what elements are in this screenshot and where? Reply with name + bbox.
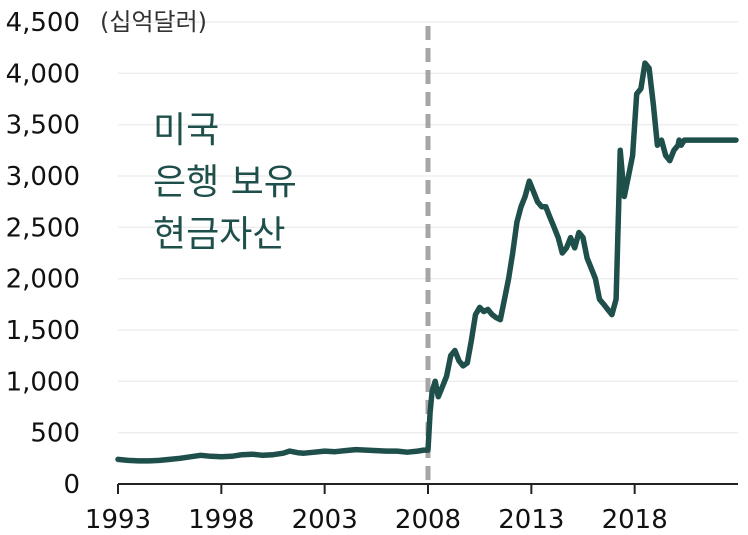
y-tick-label: 1,000 [6,367,80,397]
y-tick-label: 4,000 [6,59,80,89]
annotation-line: 은행 보유 [153,162,297,203]
y-tick-label: 4,500 [6,8,80,38]
y-tick-label: 1,500 [6,316,80,346]
x-tick-label: 2018 [602,505,668,535]
annotation-line: 미국 [153,110,219,151]
y-tick-label: 3,500 [6,111,80,141]
x-axis-ticks: 1993 1998 2003 2008 2013 2018 [85,484,668,535]
x-tick-label: 2008 [395,505,461,535]
x-tick-label: 1993 [85,505,151,535]
x-tick-label: 1998 [188,505,254,535]
x-tick-label: 2013 [498,505,564,535]
x-tick-label: 2003 [292,505,358,535]
y-tick-label: 0 [63,470,80,500]
annotation-line: 현금자산 [153,214,285,255]
y-tick-label: 500 [30,419,80,449]
unit-label: (십억달러) [100,8,207,36]
y-tick-label: 2,000 [6,265,80,295]
y-tick-label: 3,000 [6,162,80,192]
cash-assets-line [115,60,739,464]
y-axis-ticks: 0 500 1,000 1,500 2,000 2,500 3,000 3,500 4,000 4… [6,8,80,500]
y-tick-label: 2,500 [6,213,80,243]
